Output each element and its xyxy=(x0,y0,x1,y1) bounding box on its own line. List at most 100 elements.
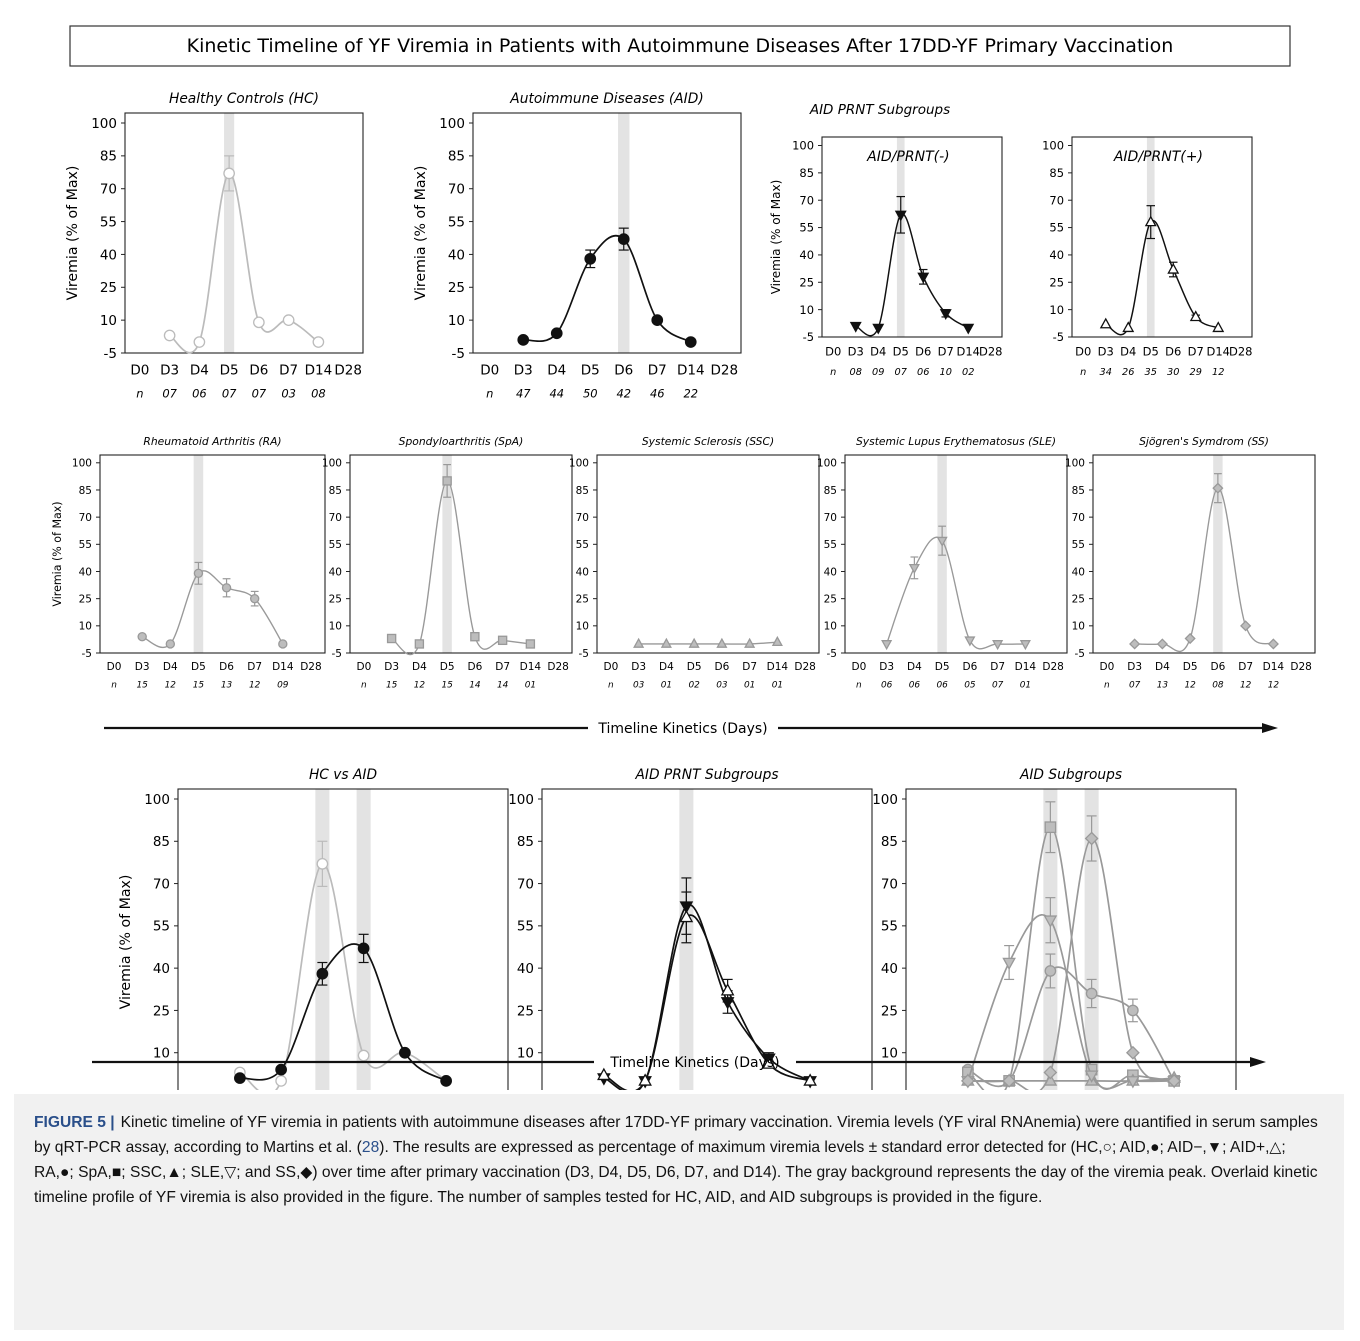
n-value: 12 xyxy=(1240,681,1252,691)
n-label: n xyxy=(830,367,836,378)
data-point xyxy=(1127,1004,1139,1017)
y-tick-label: 55 xyxy=(448,214,465,230)
data-point xyxy=(1212,482,1224,494)
n-value: 01 xyxy=(1020,681,1031,691)
n-value: 08 xyxy=(1212,681,1224,691)
n-value: 14 xyxy=(469,681,481,691)
n-value: 07 xyxy=(162,387,177,401)
n-value: 06 xyxy=(881,681,893,691)
data-point xyxy=(165,639,176,649)
y-tick-label: 100 xyxy=(1042,139,1064,153)
chart-panel-6: -5 10 25 40 55 70 85 100 D0 D3 D4 D5 D6 D7 D14 D28 Syste… xyxy=(569,435,820,691)
panel-title: Rheumatoid Arthritis (RA) xyxy=(143,435,281,448)
x-tick-label: D3 xyxy=(1098,344,1114,358)
x-tick-label: D28 xyxy=(547,661,568,673)
x-tick-label: D0 xyxy=(603,661,618,673)
y-tick-label: 85 xyxy=(881,834,898,850)
n-value: 22 xyxy=(683,387,698,401)
data-point xyxy=(1156,638,1168,650)
n-value: 12 xyxy=(165,681,177,691)
data-point xyxy=(803,1073,817,1086)
data-point xyxy=(497,635,508,646)
x-tick-label: D14 xyxy=(957,344,980,358)
y-tick-label: 70 xyxy=(79,512,92,524)
data-point xyxy=(357,942,370,955)
y-tick-label: 70 xyxy=(881,876,898,892)
panel-title: Sjögren's Symdrom (SS) xyxy=(1139,435,1269,448)
y-tick-label: 85 xyxy=(1072,485,1085,497)
n-value: 44 xyxy=(549,387,564,401)
y-tick-label: -5 xyxy=(803,330,814,344)
y-tick-label: 25 xyxy=(1049,275,1064,289)
x-tick-label: D28 xyxy=(1042,661,1063,673)
data-point xyxy=(1240,620,1252,632)
plot-frame xyxy=(844,454,1068,654)
y-tick-label: 70 xyxy=(329,512,342,524)
x-tick-label: D5 xyxy=(581,363,600,379)
x-tick-label: D3 xyxy=(879,661,894,673)
y-tick-label: 70 xyxy=(1049,193,1064,207)
data-point xyxy=(936,536,948,547)
n-value: 03 xyxy=(633,681,645,691)
n-value: 06 xyxy=(192,387,207,401)
y-tick-label: 25 xyxy=(799,275,814,289)
y-tick-label: 70 xyxy=(153,876,170,892)
y-tick-label: 25 xyxy=(100,280,117,296)
panel-title: AID Subgroups xyxy=(1019,767,1122,783)
series-line xyxy=(967,837,1175,1090)
n-value: 08 xyxy=(850,367,862,378)
y-tick-label: 10 xyxy=(1049,303,1064,317)
x-tick-label: D6 xyxy=(1210,661,1225,673)
panel-title: Healthy Controls (HC) xyxy=(169,91,319,107)
y-tick-label: 70 xyxy=(824,512,837,524)
x-tick-label: D7 xyxy=(648,363,667,379)
y-tick-label: -5 xyxy=(827,648,838,660)
series-line xyxy=(141,570,284,649)
n-value: 46 xyxy=(650,387,665,401)
y-tick-label: 100 xyxy=(508,792,534,808)
data-point xyxy=(881,640,893,651)
y-tick-label: 25 xyxy=(329,593,342,605)
x-tick-label: D14 xyxy=(1015,661,1037,673)
n-value: 50 xyxy=(583,387,598,401)
plot-frame xyxy=(821,136,1003,338)
data-point xyxy=(908,563,920,575)
panel-title: Systemic Lupus Erythematosus (SLE) xyxy=(856,435,1056,448)
y-tick-label: 40 xyxy=(79,566,92,578)
x-tick-label: D0 xyxy=(480,363,499,379)
x-tick-label: D5 xyxy=(220,363,239,379)
n-value: 07 xyxy=(1129,681,1141,691)
series-line xyxy=(855,213,969,337)
x-tick-label: D7 xyxy=(279,363,298,379)
y-tick-label: 55 xyxy=(329,539,342,551)
y-tick-label: 55 xyxy=(79,539,92,551)
x-tick-label: D0 xyxy=(356,661,371,673)
data-point xyxy=(960,1074,975,1088)
y-tick-label: 85 xyxy=(100,149,117,165)
x-tick-label: D5 xyxy=(1183,661,1198,673)
x-tick-label: D5 xyxy=(191,661,206,673)
data-point xyxy=(1044,821,1057,834)
data-point xyxy=(1099,317,1112,329)
data-point xyxy=(1167,262,1180,274)
y-tick-label: 100 xyxy=(144,792,170,808)
plot-frame xyxy=(1092,454,1316,654)
y-tick-label: 55 xyxy=(517,919,534,935)
x-tick-label: D28 xyxy=(794,661,815,673)
series-line xyxy=(239,862,447,1090)
y-tick-label: 85 xyxy=(448,149,465,165)
data-point xyxy=(660,637,672,648)
y-tick-label: -5 xyxy=(82,648,93,660)
y-tick-label: 85 xyxy=(153,834,170,850)
n-label: n xyxy=(361,681,367,691)
x-tick-label: D4 xyxy=(1120,344,1136,358)
panel-title: Spondyloarthritis (SpA) xyxy=(399,435,524,448)
x-axis-label: Timeline Kinetics (Days) xyxy=(609,1055,779,1071)
data-point xyxy=(633,637,645,648)
data-point xyxy=(872,323,885,335)
y-tick-label: 40 xyxy=(1072,566,1085,578)
data-point xyxy=(221,583,232,593)
x-tick-label: D14 xyxy=(520,661,542,673)
data-point xyxy=(399,1046,411,1059)
data-point xyxy=(316,967,329,980)
